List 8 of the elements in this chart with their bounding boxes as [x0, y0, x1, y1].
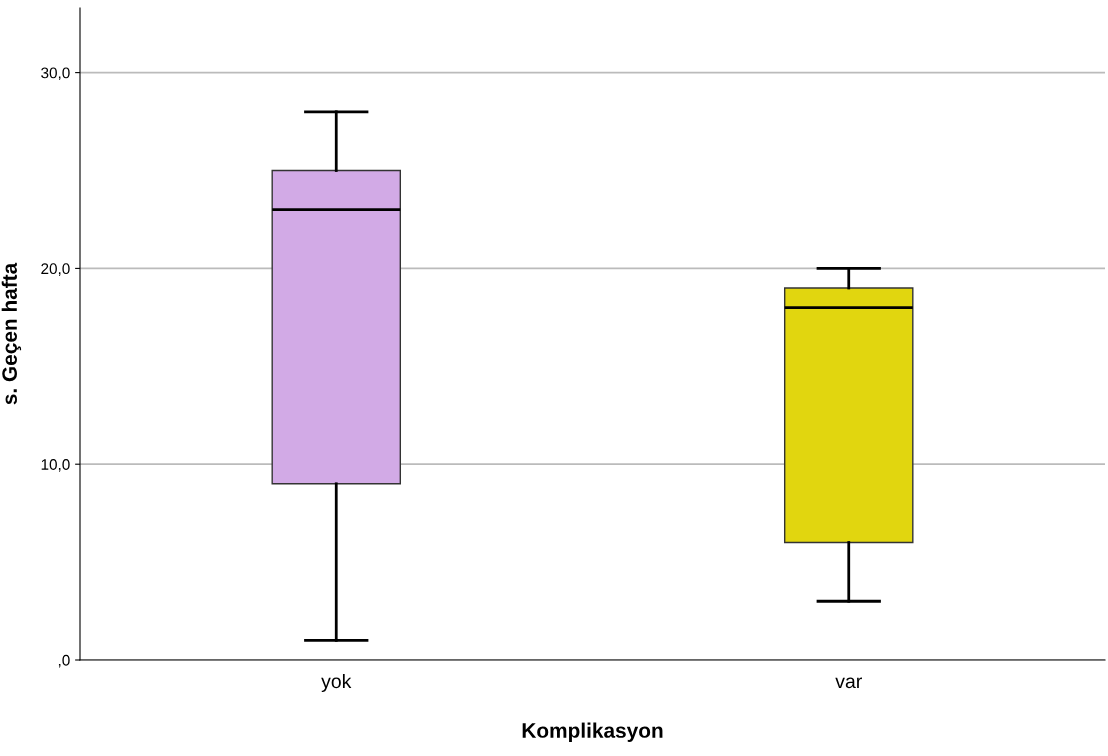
- x-tick-label: var: [835, 677, 862, 689]
- x-axis-title: Komplikasyon: [522, 722, 663, 742]
- y-axis-title: s. Geçen hafta: [1, 262, 22, 405]
- x-tick-label: yok: [321, 673, 352, 693]
- y-tick-label: ,0: [58, 654, 70, 668]
- y-tick-label: 20,0: [41, 263, 70, 276]
- y-tick-label: 30,0: [41, 67, 70, 81]
- y-tick-label: 10,0: [41, 459, 70, 472]
